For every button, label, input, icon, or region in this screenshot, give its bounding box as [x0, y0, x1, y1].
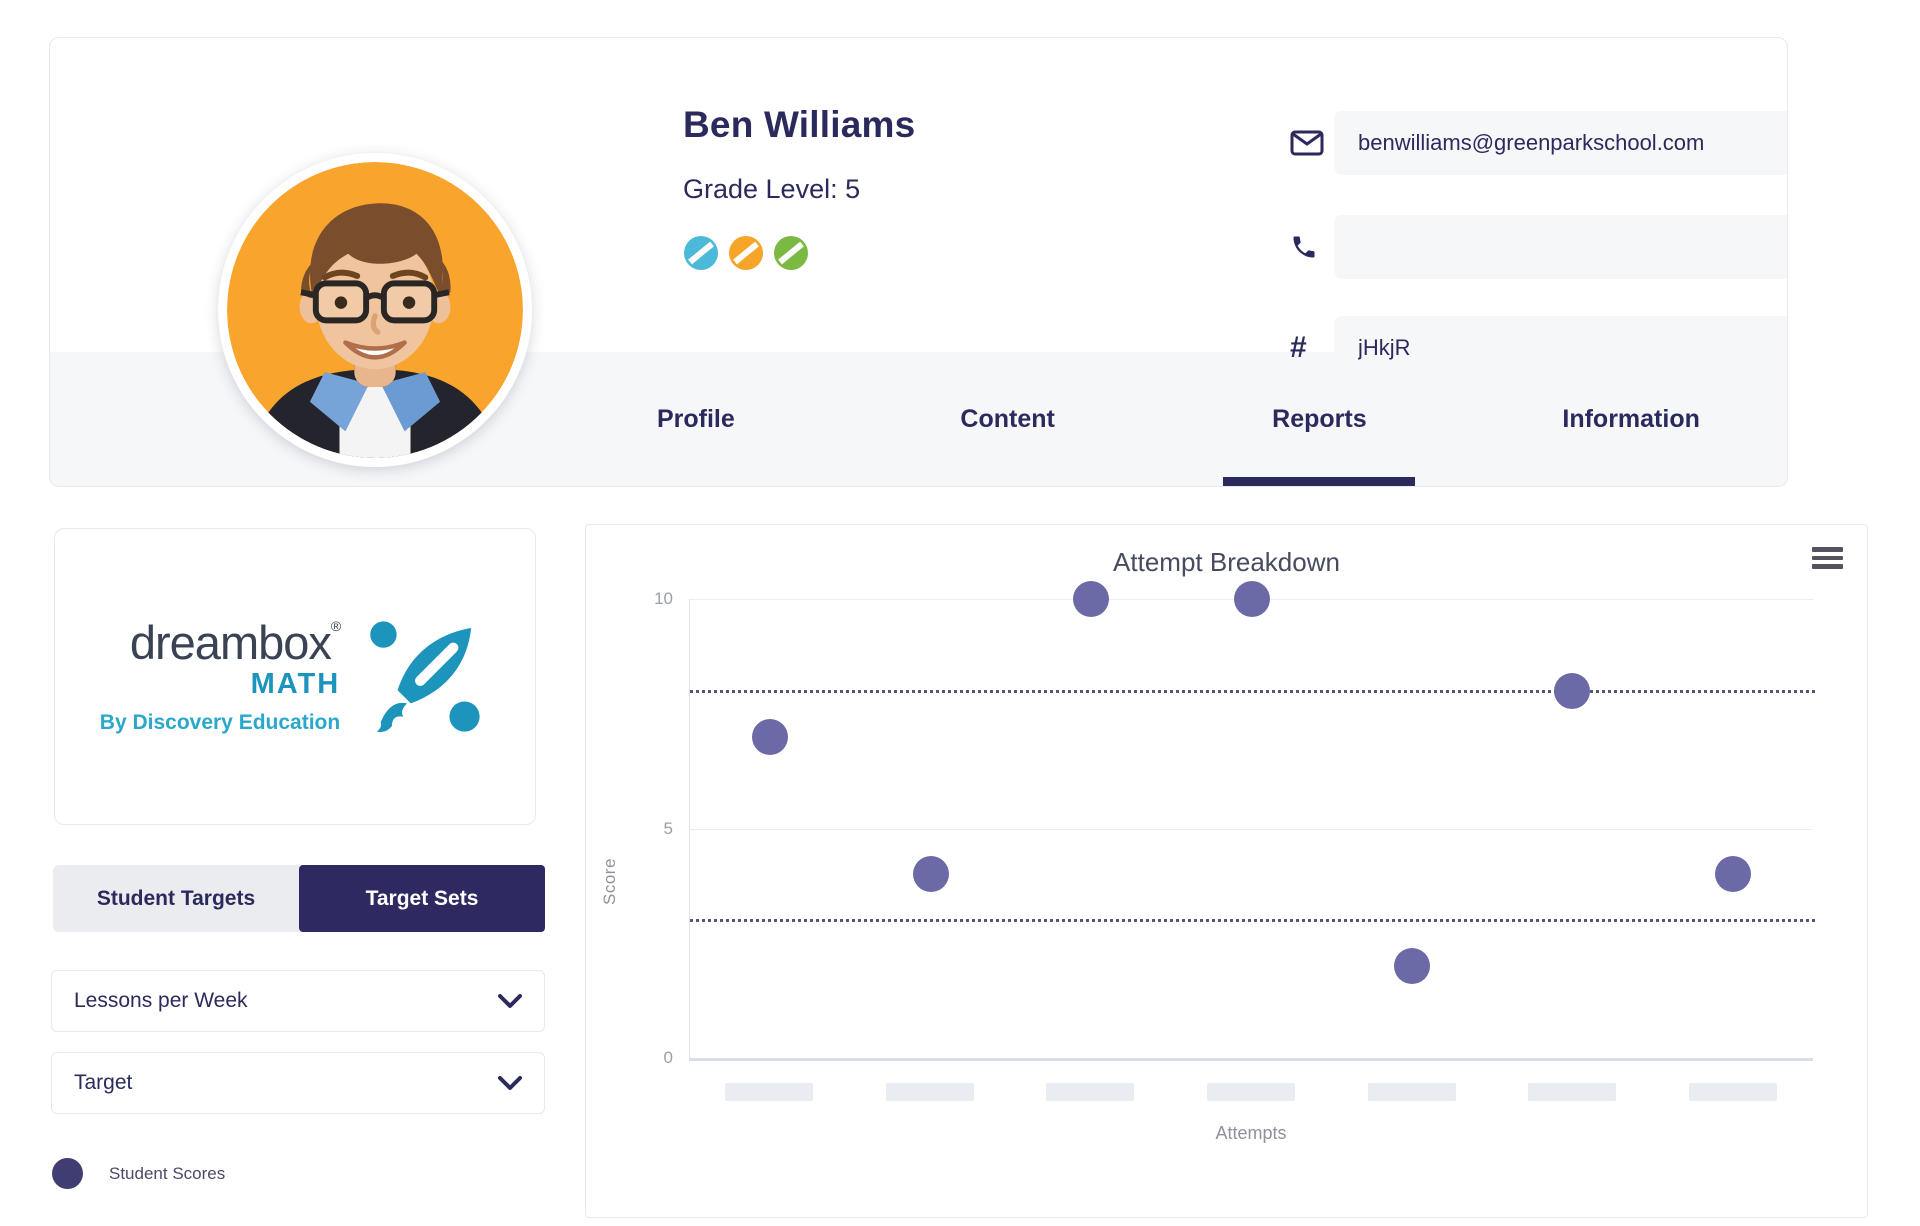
data-point[interactable] [1714, 856, 1751, 893]
x-tick-placeholder [1046, 1083, 1135, 1101]
chart-legend: Student Scores [52, 1158, 225, 1189]
dreambox-logo: dreambox® MATH By Discovery Education [100, 611, 490, 743]
plot-area: 0 5 10 [654, 581, 1815, 1067]
x-tick-placeholder [1688, 1083, 1777, 1101]
y-axis-label: Score [600, 858, 619, 905]
chart-menu-icon[interactable] [1812, 547, 1843, 569]
x-tick-placeholder [885, 1083, 974, 1101]
student-profile-card: Ben Williams Grade Level: 5 [49, 37, 1788, 487]
student-number-field[interactable] [1334, 316, 1787, 380]
student-name: Ben Williams [683, 104, 916, 145]
data-point[interactable] [1554, 672, 1591, 709]
data-point[interactable] [752, 718, 789, 755]
data-point[interactable] [1233, 581, 1270, 617]
target-dotted-line [690, 919, 1815, 923]
attempt-breakdown-chart-card: Attempt Breakdown Score 0 5 10 Attempts [585, 524, 1868, 1218]
avatar [218, 153, 532, 467]
badge-blue-icon [684, 236, 718, 270]
target-sets-button[interactable]: Target Sets [299, 865, 545, 932]
student-scores-dot-icon [52, 1158, 83, 1189]
email-row [1290, 111, 1787, 175]
hash-icon: # [1290, 331, 1307, 364]
legend-label: Student Scores [109, 1163, 226, 1183]
x-axis-label: Attempts [1215, 1123, 1287, 1143]
y-tick-label: 5 [663, 818, 673, 838]
chevron-down-icon [498, 993, 522, 1008]
target-dropdown[interactable]: Target [51, 1052, 545, 1114]
dreambox-logo-text: dreambox® MATH By Discovery Education [99, 615, 341, 735]
phone-field[interactable] [1334, 215, 1787, 279]
student-identity: Ben Williams Grade Level: 5 [683, 104, 915, 271]
profile-tabs: Profile Content Reports Information [540, 352, 1787, 486]
x-tick-placeholder-strip [689, 1083, 1813, 1101]
data-point[interactable] [1073, 581, 1110, 617]
tab-profile[interactable]: Profile [656, 404, 735, 433]
chevron-down-icon [498, 1075, 522, 1090]
badge-orange-icon [729, 236, 763, 270]
phone-row [1290, 215, 1787, 279]
x-tick-placeholder [1528, 1083, 1617, 1101]
dreambox-product: MATH [250, 667, 341, 700]
data-point[interactable] [912, 856, 949, 893]
email-icon [1290, 130, 1334, 156]
dreambox-logo-card: dreambox® MATH By Discovery Education [54, 528, 536, 825]
achievement-badges [683, 235, 915, 271]
tab-information[interactable]: Information [1562, 404, 1700, 433]
badge-green-icon [774, 236, 808, 270]
x-tick-placeholder [1207, 1083, 1295, 1101]
tab-content[interactable]: Content [960, 404, 1055, 433]
y-tick-label: 0 [663, 1048, 673, 1067]
student-targets-button[interactable]: Student Targets [53, 865, 299, 932]
targets-toggle: Student Targets Target Sets [53, 865, 545, 932]
chart-title: Attempt Breakdown [1113, 547, 1340, 577]
rocket-icon [370, 620, 480, 732]
y-tick-label: 10 [654, 589, 673, 608]
dreambox-byline: By Discovery Education [99, 710, 341, 734]
phone-icon [1290, 233, 1334, 261]
dreambox-wordmark: dreambox® [129, 615, 341, 669]
active-tab-underline [1223, 477, 1416, 486]
student-number-row: # [1290, 316, 1787, 380]
grade-level: Grade Level: 5 [683, 174, 861, 204]
target-dotted-line [690, 689, 1815, 693]
data-point[interactable] [1393, 948, 1430, 985]
student-photo-illustration [227, 162, 523, 458]
x-tick-placeholder [1367, 1083, 1456, 1101]
y-gridline [690, 828, 1813, 830]
x-tick-placeholder [725, 1083, 814, 1101]
email-field[interactable] [1334, 111, 1787, 175]
lessons-per-week-dropdown[interactable]: Lessons per Week [51, 970, 545, 1032]
tab-reports[interactable]: Reports [1164, 352, 1476, 486]
